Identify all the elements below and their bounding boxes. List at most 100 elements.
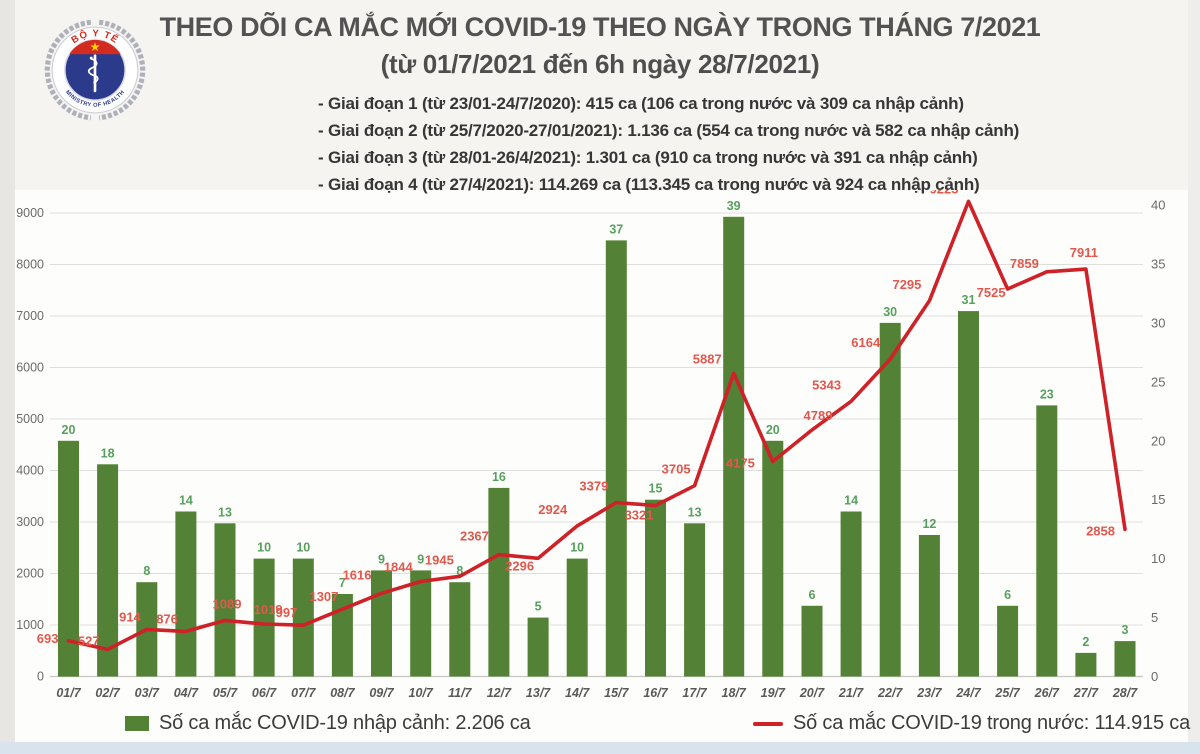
bar-value-label: 15: [649, 482, 663, 496]
bar-24/7: [958, 311, 979, 677]
x-axis-label: 03/7: [135, 686, 160, 700]
line-value-label: 1019: [254, 602, 283, 617]
bottom-edge-strip: [0, 742, 1200, 754]
bar-12/7: [488, 487, 510, 677]
line-value-label: 7911: [1070, 245, 1098, 260]
x-axis-label: 22/7: [877, 686, 903, 700]
x-axis-label: 25/7: [994, 686, 1020, 700]
chart-legend: Số ca mắc COVID-19 nhập cảnh: 2.206 ca S…: [0, 710, 1200, 742]
bar-19/7: [762, 440, 784, 677]
bar-value-label: 13: [218, 505, 232, 519]
line-value-label: 3321: [625, 508, 654, 523]
line-value-label: 1616: [343, 567, 372, 582]
right-axis-tick: 5: [1151, 610, 1158, 625]
legend-domestic: Số ca mắc COVID-19 trong nước: 114.915 c…: [753, 712, 1190, 735]
bar-11/7: [449, 582, 471, 677]
right-axis-tick: 25: [1151, 374, 1165, 389]
line-value-label: 914: [119, 609, 141, 624]
line-value-label: 7525: [977, 285, 1006, 300]
bar-value-label: 30: [883, 305, 897, 319]
bar-09/7: [371, 570, 392, 677]
right-axis-ticks: 0 5 10 15 20 25 30 35 40: [1151, 198, 1165, 685]
bar-value-label: 8: [456, 564, 463, 578]
bar-value-label: 18: [101, 446, 115, 460]
bar-17/7: [684, 523, 706, 677]
chart-subtitle: (từ 01/7/2021 đến 6h ngày 28/7/2021): [380, 49, 820, 79]
phase-bullet: - Giai đoạn 2 (từ 25/7/2020-27/01/2021):…: [318, 121, 1020, 140]
left-axis-tick: 7000: [16, 309, 44, 323]
line-value-label: 876: [156, 611, 178, 626]
bar-14/7: [566, 558, 588, 677]
right-axis-tick: 15: [1151, 492, 1165, 507]
line-value-label: 3705: [662, 462, 691, 477]
bar-25/7: [997, 605, 1019, 677]
svg-text:BỘ Y TẾ: BỘ Y TẾ: [70, 28, 121, 46]
line-value-label: 7295: [892, 277, 921, 292]
x-axis-label: 16/7: [643, 686, 668, 700]
left-edge-strip: [0, 0, 15, 754]
x-axis-label: 15/7: [604, 686, 629, 700]
x-axis-labels: 01/7 02/7 03/7 04/7 05/7 06/7 07/7 08/7 09/7 10/7…: [56, 686, 1138, 700]
left-axis-tick: 4000: [16, 464, 44, 478]
phase-summary-list: - Giai đoạn 1 (từ 23/01-24/7/2020): 415 …: [318, 90, 1118, 198]
x-axis-label: 28/7: [1112, 686, 1138, 700]
phase-bullet: - Giai đoạn 3 (từ 28/01-26/4/2021): 1.30…: [318, 148, 978, 167]
legend-imported-label: Số ca mắc COVID-19 nhập cảnh: 2.206 ca: [159, 712, 531, 734]
line-value-label: 3379: [579, 479, 608, 494]
bar-value-labels: 20 18 8 14 13 10 10 7 9 9 8 16 5 10 37 15 13 39 20 6 14 30 12 3…: [62, 199, 1129, 649]
bar-value-label: 13: [688, 505, 702, 519]
line-value-label: 5343: [812, 377, 841, 392]
bar-value-label: 20: [62, 423, 76, 437]
bar-08/7: [331, 594, 353, 677]
bar-15/7: [605, 240, 627, 677]
line-value-label: 4175: [726, 456, 755, 471]
x-axis-label: 06/7: [252, 686, 277, 700]
line-value-label: 693: [37, 631, 59, 646]
x-axis-label: 17/7: [682, 686, 707, 700]
left-axis-tick: 3000: [16, 515, 44, 529]
line-value-label: 997: [276, 605, 298, 620]
line-value-label: 1945: [425, 552, 454, 567]
x-axis-label: 05/7: [213, 686, 238, 700]
x-axis-label: 13/7: [526, 686, 551, 700]
bar-value-label: 20: [766, 423, 780, 437]
bar-value-label: 37: [609, 222, 623, 236]
left-axis-tick: 0: [37, 670, 44, 684]
bar-01/7: [58, 440, 79, 677]
line-value-label: 2296: [505, 558, 534, 573]
phase-bullet: - Giai đoạn 4 (từ 27/4/2021): 114.269 ca…: [318, 175, 980, 194]
x-axis-label: 04/7: [174, 686, 199, 700]
laurel-wreath-left: [44, 19, 92, 121]
x-axis-label: 26/7: [1034, 686, 1060, 700]
x-axis-label: 07/7: [291, 686, 316, 700]
line-value-label: 527: [78, 633, 100, 648]
left-axis-tick: 9000: [16, 206, 44, 220]
bar-value-label: 5: [535, 600, 542, 614]
logo-star-icon: [90, 42, 100, 52]
x-axis-label: 08/7: [330, 686, 355, 700]
x-axis-label: 21/7: [838, 686, 864, 700]
x-axis-label: 18/7: [722, 686, 747, 700]
bar-05/7: [214, 523, 236, 677]
bar-value-label: 31: [962, 293, 976, 307]
bar-value-label: 10: [257, 541, 271, 555]
left-axis-tick: 8000: [16, 258, 44, 272]
bar-value-label: 6: [1004, 588, 1011, 602]
line-value-label: 6164: [851, 335, 881, 350]
bar-value-label: 2: [1082, 635, 1089, 649]
bar-20/7: [801, 605, 823, 677]
bar-value-label: 16: [492, 470, 506, 484]
line-value-label: 7859: [1010, 256, 1039, 271]
bar-value-label: 12: [922, 517, 936, 531]
bar-26/7: [1036, 405, 1058, 677]
bar-value-label: 14: [844, 494, 858, 508]
x-axis-label: 23/7: [916, 686, 942, 700]
line-value-label: 9225: [930, 190, 959, 196]
bar-23/7: [918, 535, 940, 677]
bar-04/7: [175, 511, 197, 677]
x-axis-label: 24/7: [955, 686, 981, 700]
bar-value-label: 39: [727, 199, 741, 213]
domestic-line-swatch: [753, 721, 783, 726]
